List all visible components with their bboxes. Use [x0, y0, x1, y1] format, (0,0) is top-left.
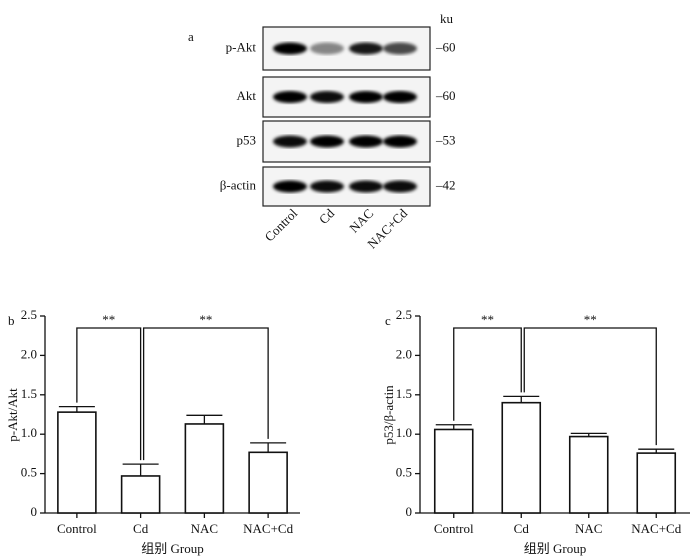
row-label: p53 — [237, 132, 257, 147]
significance-bracket — [142, 327, 269, 461]
error-bar — [186, 414, 223, 424]
x-tick-label: Cd — [133, 521, 149, 536]
row-label: β-actin — [220, 177, 257, 192]
y-tick-label: 0 — [406, 504, 413, 519]
blot-band — [310, 42, 344, 55]
error-bar — [638, 448, 675, 454]
panel-label: a — [188, 29, 194, 44]
y-tick-label: 1.0 — [396, 425, 412, 440]
y-tick-label: 2.5 — [396, 307, 412, 322]
blot-band — [273, 180, 307, 193]
significance-label: ** — [584, 312, 597, 327]
blot-band — [349, 42, 383, 55]
row-label: Akt — [237, 88, 257, 103]
size-marker: –60 — [435, 39, 456, 54]
panel-label: c — [385, 313, 391, 328]
bar — [120, 475, 161, 514]
y-tick-label: 0.5 — [21, 465, 37, 480]
error-bar — [435, 424, 472, 430]
size-marker: –42 — [435, 177, 456, 192]
row-label: p-Akt — [226, 39, 257, 54]
blot-band — [349, 180, 383, 193]
y-tick-label: 1.5 — [21, 386, 37, 401]
y-tick-label: 1.5 — [396, 386, 412, 401]
lane-label: Cd — [316, 205, 338, 227]
x-tick-label: NAC — [575, 521, 602, 536]
x-axis-label: 组别 Group — [141, 541, 203, 556]
blot-band — [310, 91, 344, 103]
x-tick-label: Control — [57, 521, 97, 536]
size-marker: –53 — [435, 132, 456, 147]
y-tick-label: 0 — [31, 504, 38, 519]
lane-label: Control — [262, 205, 301, 244]
error-bar — [250, 442, 287, 453]
y-tick-label: 2.5 — [21, 307, 37, 322]
significance-bracket — [523, 327, 657, 446]
significance-bracket — [76, 327, 142, 461]
blot-band — [273, 135, 307, 148]
lane-label: NAC — [346, 206, 376, 236]
bar — [433, 428, 474, 514]
y-tick-label: 2.0 — [21, 346, 37, 361]
error-bar — [58, 405, 95, 413]
x-tick-label: NAC+Cd — [631, 521, 681, 536]
y-tick-label: 0.5 — [396, 465, 412, 480]
blot-band — [383, 42, 417, 55]
error-bar — [570, 432, 607, 437]
significance-label: ** — [481, 312, 494, 327]
blot-band — [383, 91, 417, 103]
blot-band — [273, 42, 307, 55]
bar — [636, 452, 677, 514]
x-tick-label: Control — [434, 521, 474, 536]
x-tick-label: Cd — [514, 521, 530, 536]
bar — [184, 423, 225, 514]
blot-band — [383, 180, 417, 193]
bar — [57, 411, 97, 514]
bar — [501, 401, 542, 514]
size-marker: –60 — [435, 88, 456, 103]
significance-label: ** — [102, 312, 115, 327]
unit-label: ku — [440, 11, 454, 26]
y-axis-label: p53/β-actin — [381, 385, 396, 445]
blot-band — [349, 91, 383, 103]
blot-band — [349, 135, 383, 148]
panel-label: b — [8, 313, 15, 328]
y-tick-label: 1.0 — [21, 425, 37, 440]
bar — [248, 451, 288, 514]
blot-band — [273, 91, 307, 103]
x-tick-label: NAC+Cd — [243, 521, 293, 536]
significance-label: ** — [199, 312, 212, 327]
x-tick-label: NAC — [191, 521, 218, 536]
blot-band — [383, 135, 417, 148]
bar — [568, 435, 609, 514]
y-tick-label: 2.0 — [396, 346, 412, 361]
x-axis-label: 组别 Group — [524, 541, 586, 556]
error-bar — [503, 395, 540, 403]
y-axis-label: p-Akt/Akt — [5, 388, 20, 442]
error-bar — [122, 463, 159, 476]
blot-band — [310, 180, 344, 193]
blot-band — [310, 135, 344, 148]
significance-bracket — [453, 327, 522, 421]
